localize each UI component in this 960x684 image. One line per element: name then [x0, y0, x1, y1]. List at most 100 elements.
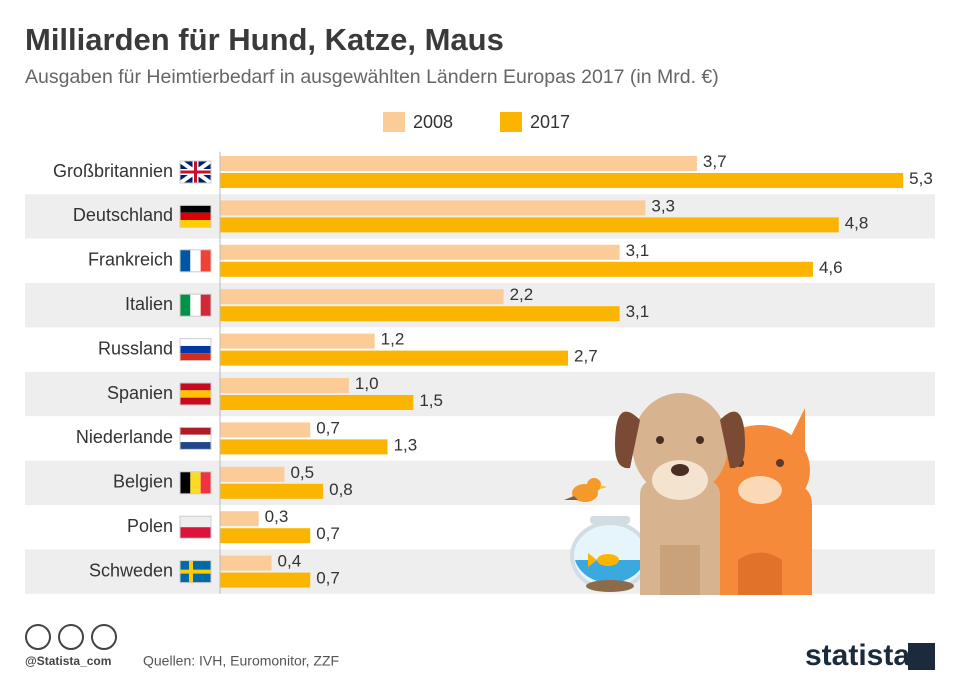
flag-part	[180, 471, 191, 494]
flag-border	[179, 471, 212, 495]
flag-part	[180, 212, 211, 221]
flag-border	[179, 426, 212, 450]
value-label: 4,6	[819, 258, 843, 277]
flag	[179, 560, 212, 584]
flag-border	[179, 382, 212, 406]
value-label: 2,2	[510, 285, 534, 304]
flag-part	[180, 338, 211, 346]
flag-part	[180, 161, 211, 183]
bar	[220, 511, 259, 527]
legend-label: 2008	[413, 112, 453, 132]
value-label: 5,3	[909, 169, 933, 188]
flag-border	[179, 249, 212, 273]
flag-part	[180, 205, 211, 213]
flag-part	[200, 294, 211, 317]
footer-handle: @Statista_com	[25, 654, 111, 668]
bar	[220, 156, 697, 171]
bar	[220, 200, 646, 216]
flag-part	[180, 434, 211, 443]
bar	[220, 306, 620, 322]
flag-part	[180, 249, 191, 272]
category-label: Italien	[125, 294, 173, 314]
flag-part	[180, 442, 211, 450]
flag-part	[180, 345, 211, 354]
plot: 2008 2017 Großbritannien 3,7 5,3 Deutschland 3…	[53, 112, 933, 594]
category-label: Niederlande	[76, 427, 173, 447]
category-label: Polen	[127, 516, 173, 536]
flag-part	[180, 353, 211, 361]
flag-part	[180, 390, 211, 398]
brand: statista	[805, 639, 910, 672]
flag	[179, 293, 212, 317]
category-label: Spanien	[107, 383, 173, 403]
chart-title: Milliarden für Hund, Katze, Maus	[25, 22, 504, 57]
flag	[179, 382, 212, 406]
value-label: 3,1	[626, 302, 650, 321]
flag-part	[180, 220, 211, 228]
bar	[220, 333, 375, 349]
flag-border	[179, 160, 212, 184]
value-label: 0,4	[278, 552, 302, 571]
bar	[220, 289, 504, 305]
chart-subtitle: Ausgaben für Heimtierbedarf in ausgewähl…	[25, 66, 719, 88]
value-label: 4,8	[845, 213, 869, 232]
flag-border	[179, 293, 212, 317]
flag-part	[200, 249, 211, 272]
value-label: 2,7	[574, 347, 598, 366]
flag-part	[190, 249, 201, 272]
value-label: 0,7	[316, 524, 340, 543]
flag-part	[180, 427, 211, 435]
bar	[220, 483, 324, 499]
value-label: 0,5	[290, 463, 314, 482]
category-label: Frankreich	[88, 250, 173, 270]
value-label: 1,0	[355, 374, 379, 393]
value-label: 1,3	[394, 435, 418, 454]
flag-part	[190, 471, 201, 494]
bar	[220, 217, 839, 233]
category-label: Deutschland	[73, 205, 173, 225]
bar	[220, 439, 388, 455]
value-label: 3,3	[651, 196, 675, 215]
value-label: 3,1	[626, 241, 650, 260]
category-label: Großbritannien	[53, 161, 173, 181]
bar	[220, 422, 311, 438]
bar	[220, 244, 620, 260]
flag	[179, 471, 212, 495]
flag-border	[179, 560, 212, 584]
flag	[179, 249, 212, 273]
bar	[220, 350, 569, 366]
flag-part	[190, 294, 201, 317]
legend-label: 2017	[530, 112, 570, 132]
flag-border	[179, 338, 212, 362]
value-label: 0,7	[316, 418, 340, 437]
flag	[179, 515, 212, 539]
category-label: Russland	[98, 338, 173, 358]
flag-part	[180, 560, 211, 583]
bar	[220, 261, 813, 277]
bar	[220, 466, 285, 482]
value-label: 0,7	[316, 569, 340, 588]
bar	[220, 378, 349, 393]
value-label: 0,8	[329, 480, 353, 499]
flag-part	[180, 294, 191, 317]
license-icons	[25, 624, 117, 650]
footer-source: Quellen: IVH, Euromonitor, ZZF	[143, 653, 339, 669]
bar	[220, 555, 272, 571]
pet-illustration	[564, 393, 812, 595]
value-label: 1,2	[381, 330, 405, 349]
flag-part	[180, 383, 211, 391]
flag-part	[180, 527, 211, 539]
bar	[220, 572, 311, 588]
flag	[178, 159, 213, 185]
value-label: 0,3	[265, 507, 289, 526]
legend-swatch	[383, 112, 405, 132]
brand-icon	[908, 643, 935, 670]
flag-border	[179, 204, 212, 228]
legend-swatch	[500, 112, 522, 132]
flag	[179, 204, 212, 228]
value-label: 3,7	[703, 152, 727, 171]
bar	[220, 395, 414, 410]
row-band	[25, 371, 935, 417]
flag	[179, 338, 212, 362]
